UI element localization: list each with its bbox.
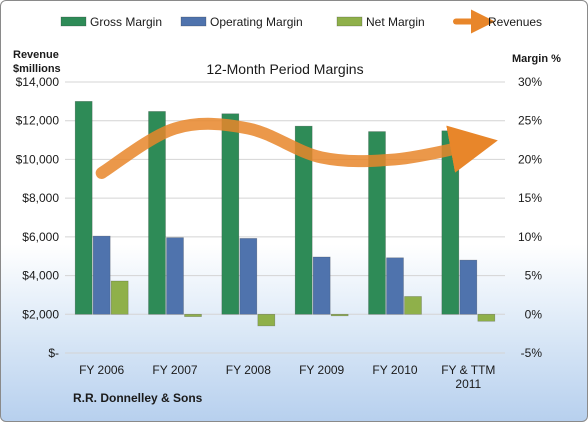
right-axis-title: Margin %	[512, 53, 561, 65]
revenue-line	[95, 117, 498, 179]
gross-margin-bar	[368, 131, 386, 315]
operating-margin-bar	[459, 259, 478, 315]
right-tick-label: 30%	[518, 75, 542, 89]
right-tick-label: 25%	[518, 114, 542, 128]
x-tick-label: FY 2007	[152, 363, 197, 377]
gross-margin-bar	[294, 125, 313, 315]
right-tick-label: 0%	[525, 307, 543, 321]
x-tick-label: FY 2010	[372, 363, 417, 377]
net-margin-bar	[330, 313, 349, 317]
gross-margin-legend-swatch	[60, 16, 87, 27]
left-axis-title-units: $millions	[13, 63, 61, 75]
left-tick-label: $14,000	[16, 75, 60, 89]
left-tick-label: $2,000	[22, 307, 59, 321]
operating-margin-legend-swatch	[180, 16, 207, 27]
operating-margin-bar	[92, 235, 111, 315]
net-margin-bar	[184, 313, 202, 317]
right-tick-label: 20%	[518, 152, 542, 166]
x-tick-label: FY 2008	[226, 363, 271, 377]
x-tick-label: 2011	[455, 377, 481, 391]
operating-margin-bar	[312, 256, 331, 315]
net-margin-bar	[110, 280, 129, 315]
operating-margin-bar	[239, 238, 258, 315]
left-tick-label: $10,000	[16, 152, 60, 166]
net-margin-bar	[477, 313, 496, 322]
left-tick-label: $-	[48, 346, 59, 360]
gross-margin-bar	[148, 111, 166, 315]
bars	[74, 101, 496, 327]
left-axis-title: Revenue	[13, 49, 59, 61]
net-margin-legend-swatch	[336, 16, 363, 27]
net-margin-bar	[257, 313, 276, 327]
x-tick-label: FY 2006	[79, 363, 124, 377]
operating-margin-bar	[166, 237, 184, 315]
right-axis: -5% 0% 5% 10% 15% 20% 25% 30%	[518, 75, 542, 360]
revenues-legend-label: Revenues	[488, 15, 542, 29]
net-margin-legend-label: Net Margin	[366, 15, 425, 29]
operating-margin-legend-label: Operating Margin	[210, 15, 303, 29]
gross-margin-bar	[221, 113, 240, 315]
left-tick-label: $12,000	[16, 114, 60, 128]
left-tick-label: $8,000	[22, 191, 59, 205]
legend: Gross Margin Operating Margin Net Margin Re…	[60, 9, 542, 34]
gridlines	[65, 81, 505, 354]
company-name: R.R. Donnelley & Sons	[73, 391, 203, 405]
right-tick-label: 10%	[518, 230, 542, 244]
right-tick-label: 15%	[518, 191, 542, 205]
x-axis: FY 2006 FY 2007 FY 2008 FY 2009 FY 2010 FY & …	[79, 363, 495, 391]
left-tick-label: $6,000	[22, 230, 59, 244]
net-margin-bar	[404, 296, 422, 315]
x-tick-label: FY 2009	[299, 363, 344, 377]
chart-title: 12-Month Period Margins	[206, 61, 363, 77]
gross-margin-bar	[74, 101, 93, 315]
right-tick-label: 5%	[525, 269, 543, 283]
gross-margin-bar	[441, 130, 460, 315]
x-tick-label: FY & TTM	[441, 363, 495, 377]
gross-margin-legend-label: Gross Margin	[90, 15, 162, 29]
operating-margin-bar	[386, 257, 404, 315]
right-tick-label: -5%	[521, 346, 543, 360]
left-axis: $- $2,000 $4,000 $6,000 $8,000 $10,000 $12,000…	[16, 75, 60, 360]
revenues-line	[95, 117, 498, 179]
left-tick-label: $4,000	[22, 269, 59, 283]
